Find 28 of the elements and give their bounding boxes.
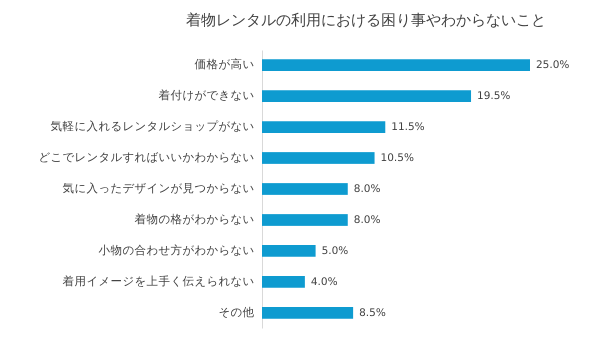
y-tick-label: どこでレンタルすればいいかわからない bbox=[38, 150, 254, 164]
data-label: 8.0% bbox=[354, 214, 380, 226]
y-tick-label: 気に入ったデザインが見つからない bbox=[62, 181, 254, 195]
y-tick-label: 着付けができない bbox=[158, 88, 254, 102]
y-tick-label: 気軽に入れるレンタルショップがない bbox=[50, 119, 254, 134]
y-tick-label: 着用イメージを上手く伝えられない bbox=[62, 274, 254, 288]
bar bbox=[262, 276, 305, 288]
bar bbox=[262, 90, 472, 102]
y-tick-label: その他 bbox=[218, 304, 254, 319]
data-label: 8.5% bbox=[359, 306, 386, 319]
bar bbox=[262, 152, 375, 164]
data-label: 19.5% bbox=[477, 90, 510, 102]
bar bbox=[262, 59, 530, 72]
bar bbox=[262, 183, 348, 195]
data-label: 4.0% bbox=[310, 276, 338, 288]
data-label: 10.5% bbox=[380, 152, 414, 164]
y-tick-label: 価格が高い bbox=[194, 57, 254, 72]
data-label: 11.5% bbox=[391, 121, 425, 134]
chart-title: 着物レンタルの利用における困り事やわからないこと bbox=[186, 11, 546, 29]
bar bbox=[262, 245, 316, 257]
bar bbox=[262, 214, 348, 226]
y-tick-label: 着物の格がわからない bbox=[134, 212, 254, 226]
bar bbox=[262, 121, 386, 133]
data-label: 5.0% bbox=[322, 244, 348, 257]
y-tick-label: 小物の合わせ方がわからない bbox=[98, 242, 254, 257]
bar bbox=[262, 306, 354, 319]
data-label: 8.0% bbox=[354, 183, 380, 195]
data-label: 25.0% bbox=[536, 59, 570, 72]
